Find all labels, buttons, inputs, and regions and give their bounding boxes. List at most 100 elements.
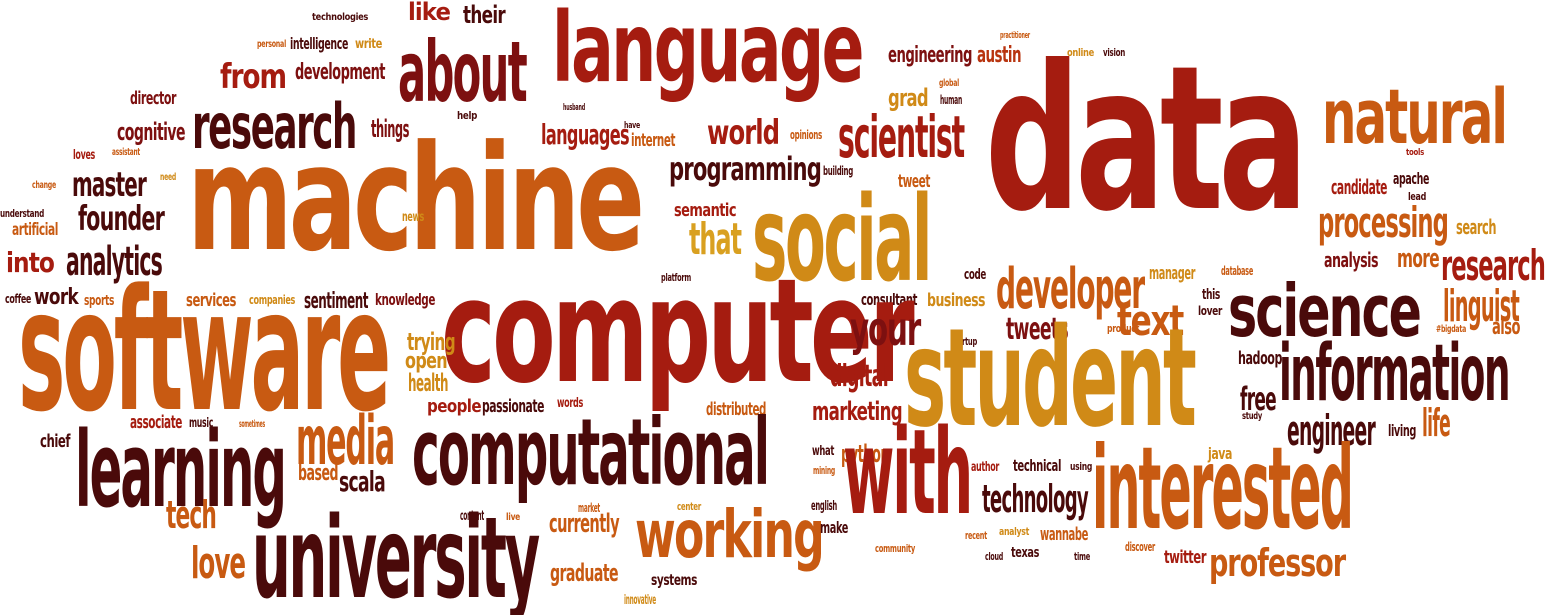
word-text: text (1117, 296, 1184, 345)
word-currently: currently (549, 509, 620, 539)
word-lead: lead (1408, 190, 1427, 203)
word-like: like (408, 0, 451, 26)
word-analyst: analyst (999, 525, 1030, 538)
word-cloud: cloud (985, 550, 1004, 563)
word-internet: internet (631, 130, 675, 151)
word-coffee: coffee (5, 292, 31, 306)
word-time: time (1074, 550, 1090, 563)
word-working: working (635, 496, 825, 573)
word-husband: husband (563, 103, 586, 113)
word-online: online (1067, 46, 1095, 59)
word-twitter: twitter (1164, 547, 1206, 568)
word-engineer: engineer (1287, 406, 1376, 455)
word-sports: sports (84, 293, 114, 309)
word-intelligence: intelligence (290, 34, 348, 53)
word-systems: systems (651, 571, 698, 589)
word-java: java (1208, 444, 1232, 463)
word-austin: austin (977, 43, 1022, 68)
word-programming: programming (669, 150, 822, 188)
word-trying: trying (407, 328, 456, 356)
word-startup: startup (951, 335, 978, 348)
word-write: write (355, 37, 382, 52)
word-this: this (1202, 287, 1221, 303)
word-tools: tools (1406, 148, 1424, 158)
word-world: world (707, 113, 780, 153)
word-texas: texas (1011, 545, 1040, 561)
word-sentiment: sentiment (304, 289, 369, 314)
word-science: science (1228, 269, 1422, 353)
word-discover: discover (1125, 540, 1156, 554)
word-global: global (939, 78, 960, 89)
word-need: need (160, 172, 176, 183)
word-their: their (463, 1, 506, 29)
word-author: author (971, 460, 999, 475)
word-news: news (402, 210, 425, 225)
word-grad: grad (888, 84, 929, 112)
word-knowledge: knowledge (375, 290, 436, 309)
word-business: business (927, 290, 986, 311)
word-hadoop: hadoop (1238, 348, 1283, 369)
word-chief: chief (40, 431, 70, 452)
word-python: python (841, 440, 890, 468)
word-change: change (32, 180, 57, 191)
word-natural: natural (1322, 72, 1508, 161)
word-analytics: analytics (66, 239, 163, 285)
word-more: more (1397, 244, 1440, 274)
word-live: live (506, 512, 520, 523)
word-engineering: engineering (888, 43, 973, 68)
word-student: student (904, 300, 1197, 458)
word-lover: lover (1198, 304, 1223, 318)
word-marketing: marketing (812, 397, 903, 427)
word-candidate: candidate (1331, 175, 1388, 199)
word-what: what (812, 444, 834, 459)
word-research: research (192, 90, 357, 163)
word-professor: professor (1209, 541, 1346, 585)
word-platform: platform (661, 271, 691, 284)
word-passionate: passionate (482, 396, 545, 417)
word-study: study (1242, 411, 1262, 422)
word-based: based (298, 461, 339, 486)
word-mining: mining (813, 464, 836, 477)
word-development: development (295, 60, 386, 85)
word-english: english (811, 499, 837, 514)
word-recent: recent (965, 529, 988, 542)
word-tweet: tweet (898, 171, 931, 192)
word-director: director (130, 88, 176, 109)
word-from: from (220, 57, 287, 97)
word-opinions: opinions (790, 128, 823, 142)
word-into: into (6, 246, 55, 279)
word-data: data (985, 23, 1308, 256)
word-learning: learning (75, 409, 287, 531)
word-innovative: innovative (624, 593, 656, 608)
word-artificial: artificial (12, 220, 59, 240)
word-language: language (552, 0, 865, 104)
word-scientist: scientist (838, 103, 965, 171)
word-understand: understand (0, 207, 44, 220)
word-semantic: semantic (674, 200, 737, 221)
word-your: your (850, 302, 921, 356)
word-assistant: assistant (112, 147, 141, 158)
word-associate: associate (130, 412, 182, 433)
word-master: master (72, 165, 147, 205)
word-scala: scala (339, 465, 386, 498)
word-media: media (296, 402, 395, 481)
word-using: using (1070, 460, 1093, 473)
word-product: product (1107, 322, 1139, 335)
word-market: market (578, 501, 601, 515)
word-words: words (557, 396, 584, 411)
word-machine: machine (187, 114, 645, 284)
word-loves: loves (73, 148, 95, 163)
word-tech: tech (166, 493, 217, 537)
word-tweets: tweets (1006, 312, 1069, 347)
word-information: information (1279, 329, 1510, 419)
word-founder: founder (78, 199, 165, 239)
word-cognitive: cognitive (117, 118, 186, 146)
word-work: work (34, 285, 79, 310)
word-living: living (1388, 421, 1416, 440)
word-computer: computer (441, 247, 915, 415)
word-developer: developer (996, 257, 1145, 322)
word-music: music (189, 416, 214, 431)
word-university: university (252, 494, 540, 615)
word-bigdata: #bigdata (1436, 324, 1467, 335)
